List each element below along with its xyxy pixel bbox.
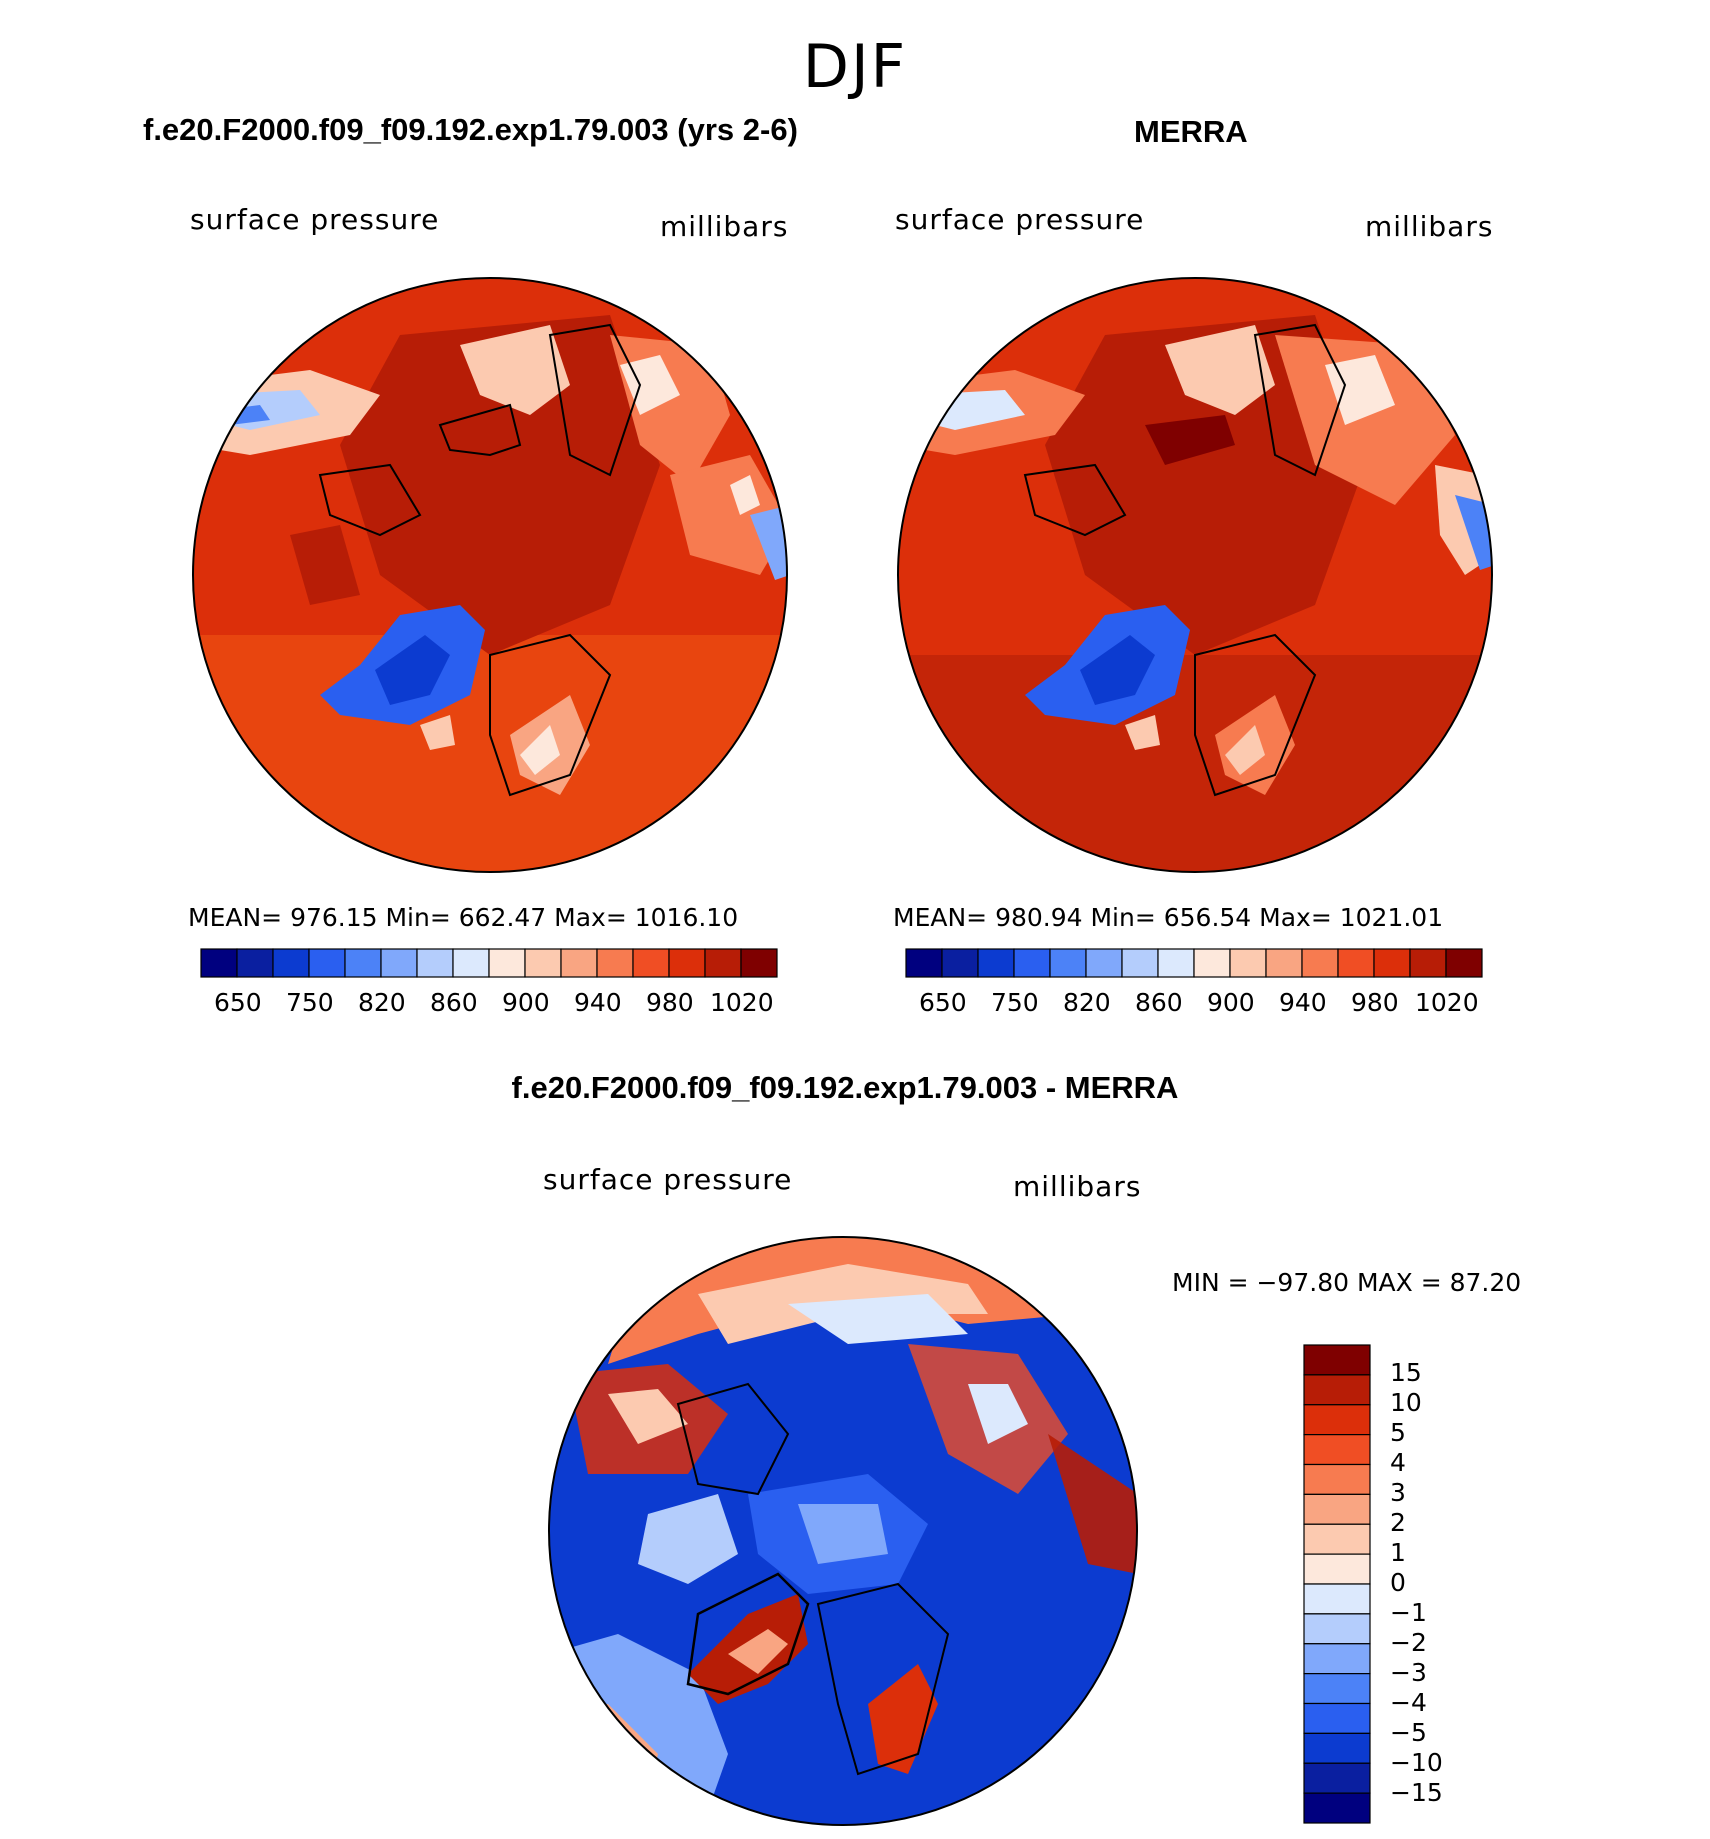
- colorbar-swatch: [1121, 948, 1159, 978]
- colorbar-swatch: [1303, 1434, 1371, 1466]
- colorbar-swatch: [1409, 948, 1447, 978]
- panel-1-colorbar-label: 940: [574, 988, 622, 1017]
- colorbar-swatch: [488, 948, 526, 978]
- panel-2-colorbar-label: 650: [919, 988, 967, 1017]
- difference-colorbar-label: 1: [1390, 1538, 1406, 1567]
- colorbar-swatch: [1229, 948, 1267, 978]
- difference-polar-map: [548, 1236, 1138, 1826]
- difference-colorbar-label: 5: [1390, 1418, 1406, 1447]
- panel-1-units-label: millibars: [660, 210, 789, 243]
- colorbar-swatch: [1303, 1673, 1371, 1705]
- colorbar-swatch: [1085, 948, 1123, 978]
- panel-2-colorbar-label: 860: [1135, 988, 1183, 1017]
- colorbar-swatch: [1303, 1583, 1371, 1615]
- colorbar-swatch: [560, 948, 598, 978]
- difference-colorbar-label: 15: [1390, 1358, 1422, 1387]
- panel-1-colorbar-label: 860: [430, 988, 478, 1017]
- difference-title: f.e20.F2000.f09_f09.192.exp1.79.003 - ME…: [511, 1070, 1179, 1105]
- difference-colorbar-label: −15: [1390, 1778, 1443, 1807]
- difference-stats: MIN = −97.80 MAX = 87.20: [1172, 1268, 1522, 1297]
- difference-colorbar-label: 10: [1390, 1388, 1422, 1417]
- difference-colorbar-label: 3: [1390, 1478, 1406, 1507]
- panel-2-colorbar-label: 980: [1351, 988, 1399, 1017]
- difference-colorbar-label: −1: [1390, 1598, 1427, 1627]
- colorbar-swatch: [236, 948, 274, 978]
- panel-1-colorbar: [200, 948, 778, 978]
- panel-2-title: MERRA: [1134, 114, 1248, 149]
- colorbar-swatch: [1157, 948, 1195, 978]
- difference-colorbar-label: 2: [1390, 1508, 1406, 1537]
- colorbar-swatch: [1303, 1523, 1371, 1555]
- colorbar-swatch: [1265, 948, 1303, 978]
- panel-2-colorbar: [905, 948, 1483, 978]
- difference-colorbar-label: 4: [1390, 1448, 1406, 1477]
- panel-1-title: f.e20.F2000.f09_f09.192.exp1.79.003 (yrs…: [143, 112, 798, 147]
- difference-variable-label: surface pressure: [543, 1163, 793, 1196]
- colorbar-swatch: [1303, 1404, 1371, 1436]
- colorbar-swatch: [452, 948, 490, 978]
- panel-1-colorbar-label: 900: [502, 988, 550, 1017]
- colorbar-swatch: [632, 948, 670, 978]
- colorbar-swatch: [1303, 1732, 1371, 1764]
- colorbar-swatch: [1373, 948, 1411, 978]
- colorbar-swatch: [416, 948, 454, 978]
- colorbar-swatch: [1445, 948, 1483, 978]
- panel-1-colorbar-label: 820: [358, 988, 406, 1017]
- colorbar-swatch: [524, 948, 562, 978]
- panel-2-colorbar-label: 900: [1207, 988, 1255, 1017]
- difference-colorbar-label: −4: [1390, 1688, 1427, 1717]
- difference-units-label: millibars: [1013, 1170, 1142, 1203]
- colorbar-swatch: [1303, 1553, 1371, 1585]
- difference-colorbar-label: −3: [1390, 1658, 1427, 1687]
- colorbar-swatch: [668, 948, 706, 978]
- colorbar-swatch: [344, 948, 382, 978]
- colorbar-swatch: [905, 948, 943, 978]
- colorbar-swatch: [272, 948, 310, 978]
- panel-2-colorbar-label: 940: [1279, 988, 1327, 1017]
- colorbar-swatch: [1303, 1792, 1371, 1824]
- colorbar-swatch: [1301, 948, 1339, 978]
- colorbar-swatch: [740, 948, 778, 978]
- panel-2-units-label: millibars: [1365, 210, 1494, 243]
- colorbar-swatch: [1193, 948, 1231, 978]
- colorbar-swatch: [704, 948, 742, 978]
- colorbar-swatch: [941, 948, 979, 978]
- main-title: DJF: [802, 32, 908, 102]
- colorbar-swatch: [1049, 948, 1087, 978]
- colorbar-swatch: [308, 948, 346, 978]
- panel-1-colorbar-label: 1020: [710, 988, 774, 1017]
- colorbar-swatch: [596, 948, 634, 978]
- colorbar-swatch: [200, 948, 238, 978]
- panel-2-polar-map: [897, 277, 1493, 873]
- panel-2-colorbar-label: 750: [991, 988, 1039, 1017]
- colorbar-swatch: [1303, 1643, 1371, 1675]
- colorbar-swatch: [1337, 948, 1375, 978]
- colorbar-swatch: [1303, 1702, 1371, 1734]
- panel-1-polar-map: [192, 277, 788, 873]
- colorbar-swatch: [1303, 1762, 1371, 1794]
- colorbar-swatch: [1303, 1374, 1371, 1406]
- colorbar-swatch: [380, 948, 418, 978]
- panel-1-colorbar-label: 750: [286, 988, 334, 1017]
- colorbar-swatch: [1303, 1493, 1371, 1525]
- colorbar-swatch: [977, 948, 1015, 978]
- difference-colorbar-label: −2: [1390, 1628, 1427, 1657]
- colorbar-swatch: [1303, 1463, 1371, 1495]
- panel-2-colorbar-label: 820: [1063, 988, 1111, 1017]
- panel-1-colorbar-label: 980: [646, 988, 694, 1017]
- colorbar-swatch: [1013, 948, 1051, 978]
- panel-1-colorbar-label: 650: [214, 988, 262, 1017]
- colorbar-swatch: [1303, 1344, 1371, 1376]
- panel-2-variable-label: surface pressure: [895, 203, 1145, 236]
- difference-colorbar-label: −5: [1390, 1718, 1427, 1747]
- difference-colorbar: [1303, 1344, 1371, 1824]
- difference-colorbar-label: −10: [1390, 1748, 1443, 1777]
- difference-colorbar-label: 0: [1390, 1568, 1406, 1597]
- panel-1-variable-label: surface pressure: [190, 203, 440, 236]
- panel-2-colorbar-label: 1020: [1415, 988, 1479, 1017]
- colorbar-swatch: [1303, 1613, 1371, 1645]
- panel-2-stats: MEAN= 980.94 Min= 656.54 Max= 1021.01: [893, 903, 1444, 932]
- panel-1-stats: MEAN= 976.15 Min= 662.47 Max= 1016.10: [188, 903, 739, 932]
